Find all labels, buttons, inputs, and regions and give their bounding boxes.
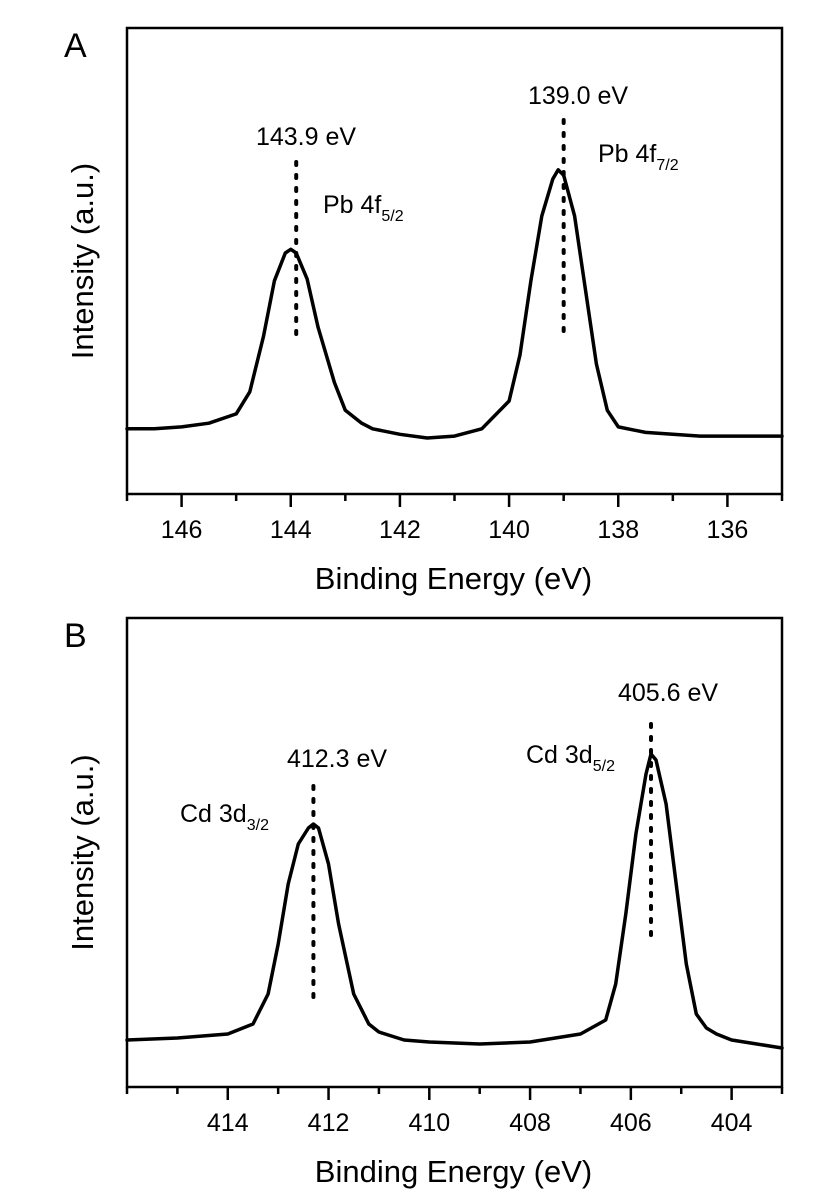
x-axis-title: Binding Energy (eV) [315, 1154, 592, 1189]
peak-energy-label: 412.3 eV [287, 745, 387, 773]
peak-energy-label: 405.6 eV [618, 679, 718, 707]
plot-frame [125, 616, 784, 1089]
spectrum-line [125, 168, 784, 440]
x-tick-label: 142 [379, 516, 421, 544]
x-tick-label: 136 [707, 516, 749, 544]
x-tick-label: 404 [711, 1109, 753, 1137]
x-tick-label: 406 [610, 1109, 652, 1137]
peak-name-label: Cd 3d5/2 [526, 741, 615, 775]
x-tick-label: 140 [488, 516, 530, 544]
y-axis-title: Intensity (a.u.) [65, 163, 100, 359]
x-tick-label: 146 [161, 516, 203, 544]
plot-frame [125, 26, 784, 496]
peak-name-label: Cd 3d3/2 [180, 800, 269, 834]
x-tick-label: 138 [597, 516, 639, 544]
peak-name-label: Pb 4f5/2 [323, 191, 404, 225]
peak-name-label: Pb 4f7/2 [598, 140, 679, 174]
spectrum-line [125, 752, 784, 1050]
panel-label: B [64, 617, 87, 655]
x-axis-title: Binding Energy (eV) [315, 561, 592, 596]
x-tick-label: 412 [308, 1109, 350, 1137]
panel-b: 414 412 410 408 406 404 Binding Energy (eV) Int… [64, 616, 784, 1189]
peak-energy-label: 143.9 eV [256, 123, 356, 151]
x-tick-label: 414 [207, 1109, 249, 1137]
y-axis-title: Intensity (a.u.) [65, 754, 100, 950]
peak-energy-label: 139.0 eV [528, 82, 628, 110]
x-tick-label: 408 [509, 1109, 551, 1137]
panel-label: A [64, 27, 87, 65]
x-tick-label: 144 [270, 516, 312, 544]
x-tick-label: 410 [408, 1109, 450, 1137]
panel-a: 146 144 142 140 138 136 Binding Energy (eV) Int… [64, 26, 784, 596]
